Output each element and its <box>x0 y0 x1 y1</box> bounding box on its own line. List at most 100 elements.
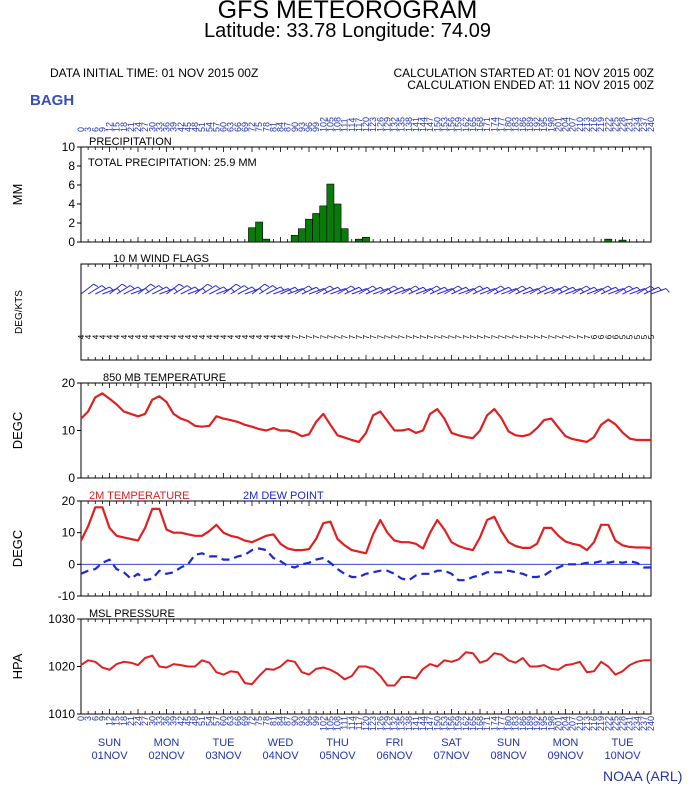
top-hour-label: 192 <box>532 117 542 132</box>
wind-speed-label: 6 <box>604 334 613 339</box>
wind-barb <box>550 285 566 295</box>
wind-barb <box>429 286 445 295</box>
bottom-hour-label: 171 <box>482 716 492 731</box>
bottom-hour-label: 78 <box>261 716 271 726</box>
precip-bar <box>262 238 271 243</box>
top-hour-label: 6 <box>90 127 100 132</box>
wind-barb-flag <box>186 285 192 289</box>
mslp-ylabel: HPA <box>10 653 25 679</box>
bottom-hour-label: 216 <box>589 716 599 731</box>
bottom-hour-label: 12 <box>105 716 115 726</box>
top-hour-label: 240 <box>646 117 656 132</box>
wind-speed-label: 4 <box>170 334 179 339</box>
bottom-hour-label: 138 <box>404 716 414 731</box>
bottom-hour-label: 180 <box>504 716 514 731</box>
wind-barb <box>451 286 467 295</box>
wind-barb <box>95 286 110 295</box>
top-hour-label: 234 <box>632 117 642 132</box>
wind-barb <box>622 286 638 295</box>
precip-bar <box>340 228 349 243</box>
wind-speed-label: 5 <box>619 334 628 339</box>
bottom-hour-label: 105 <box>325 716 335 731</box>
top-hour-label: 105 <box>325 117 335 132</box>
bottom-hour-label: 174 <box>489 716 499 731</box>
precip-total: TOTAL PRECIPITATION: 25.9 MM <box>88 157 257 169</box>
day-label: WED <box>268 737 294 749</box>
wind-barb-flag <box>436 285 442 290</box>
wind-barb <box>237 286 253 295</box>
wind-speed-label: 5 <box>626 334 635 339</box>
mslp-title: MSL PRESSURE <box>89 608 175 620</box>
bottom-hour-label: 150 <box>432 716 442 731</box>
date-label: 06NOV <box>376 750 413 762</box>
wind-barb <box>529 285 544 295</box>
top-hour-label: 186 <box>518 117 528 132</box>
wind-speed-label: 7 <box>348 334 357 339</box>
wind-speed-label: 7 <box>540 334 549 339</box>
bottom-hour-label: 147 <box>425 716 435 731</box>
t2m-series-line <box>80 506 652 555</box>
wind-speed-label: 5 <box>647 334 656 339</box>
wind-speed-label: 4 <box>212 334 221 339</box>
bottom-hour-label: 198 <box>546 716 556 731</box>
wind-barb <box>294 285 309 295</box>
top-hour-label: 87 <box>283 122 293 132</box>
wind-barb <box>287 288 303 295</box>
wind-barb <box>444 285 459 295</box>
wind-speed-label: 6 <box>597 334 606 339</box>
top-hour-label: 138 <box>404 117 414 132</box>
bottom-hour-label: 120 <box>361 716 371 731</box>
bottom-hour-label: 192 <box>532 716 542 731</box>
wind-speed-label: 4 <box>241 334 250 339</box>
top-hour-label: 90 <box>290 122 300 132</box>
wind-speed-label: 6 <box>590 334 599 339</box>
bottom-hour-label: 207 <box>568 716 578 731</box>
top-hour-label: 60 <box>219 122 229 132</box>
wind-speed-label: 7 <box>376 334 385 339</box>
bottom-hour-label: 36 <box>162 716 172 726</box>
wind-barb <box>508 285 523 295</box>
bottom-hour-label: 81 <box>268 716 278 726</box>
bottom-hour-label: 51 <box>197 716 207 726</box>
wind-barb <box>479 288 496 295</box>
bottom-hour-label: 90 <box>290 716 300 726</box>
y-tick-label: -10 <box>58 589 76 603</box>
top-hour-label: 57 <box>211 122 221 132</box>
bottom-hour-label: 18 <box>119 716 129 726</box>
bottom-hour-label: 114 <box>347 716 357 730</box>
bottom-hour-label: 144 <box>418 716 428 731</box>
bottom-hour-label: 69 <box>240 716 250 726</box>
top-hour-label: 183 <box>511 117 521 132</box>
date-label: 07NOV <box>433 750 470 762</box>
bottom-hour-label: 165 <box>468 716 478 731</box>
bottom-hour-label: 27 <box>140 716 150 726</box>
wind-speed-label: 4 <box>106 334 115 339</box>
wind-speed-label: 7 <box>462 334 471 339</box>
y-tick-label: 20 <box>62 376 76 390</box>
top-hour-label: 225 <box>610 117 620 132</box>
top-hour-label: 189 <box>525 117 535 132</box>
wind-barb-flag <box>264 283 270 288</box>
wind-barb <box>593 285 609 295</box>
precipitation-ylabel: MM <box>10 184 25 206</box>
wind-speed-label: 7 <box>512 334 521 339</box>
t2m-legend: 2M TEMPERATURE <box>89 490 189 502</box>
date-label: 09NOV <box>547 750 584 762</box>
y-tick-label: 4 <box>68 197 75 211</box>
top-hour-label: 9 <box>97 127 107 132</box>
wind-barb-flag <box>329 285 335 290</box>
bottom-hour-label: 87 <box>283 716 293 726</box>
top-hour-label: 237 <box>639 117 649 132</box>
top-hour-label: 201 <box>553 117 563 132</box>
wind-speed-label: 7 <box>312 334 321 339</box>
wind-barb <box>351 288 367 295</box>
wind-speed-label: 7 <box>319 334 328 339</box>
calculation-ended: CALCULATION ENDED AT: 11 NOV 2015 00Z <box>407 78 654 92</box>
wind-barb <box>387 286 403 295</box>
bottom-hour-label: 96 <box>304 716 314 726</box>
wind-speed-label: 7 <box>433 334 442 339</box>
bottom-hour-label: 129 <box>382 716 392 731</box>
wind-barb <box>109 283 123 295</box>
bottom-hour-label: 9 <box>97 716 107 721</box>
wind-barb <box>579 286 595 295</box>
